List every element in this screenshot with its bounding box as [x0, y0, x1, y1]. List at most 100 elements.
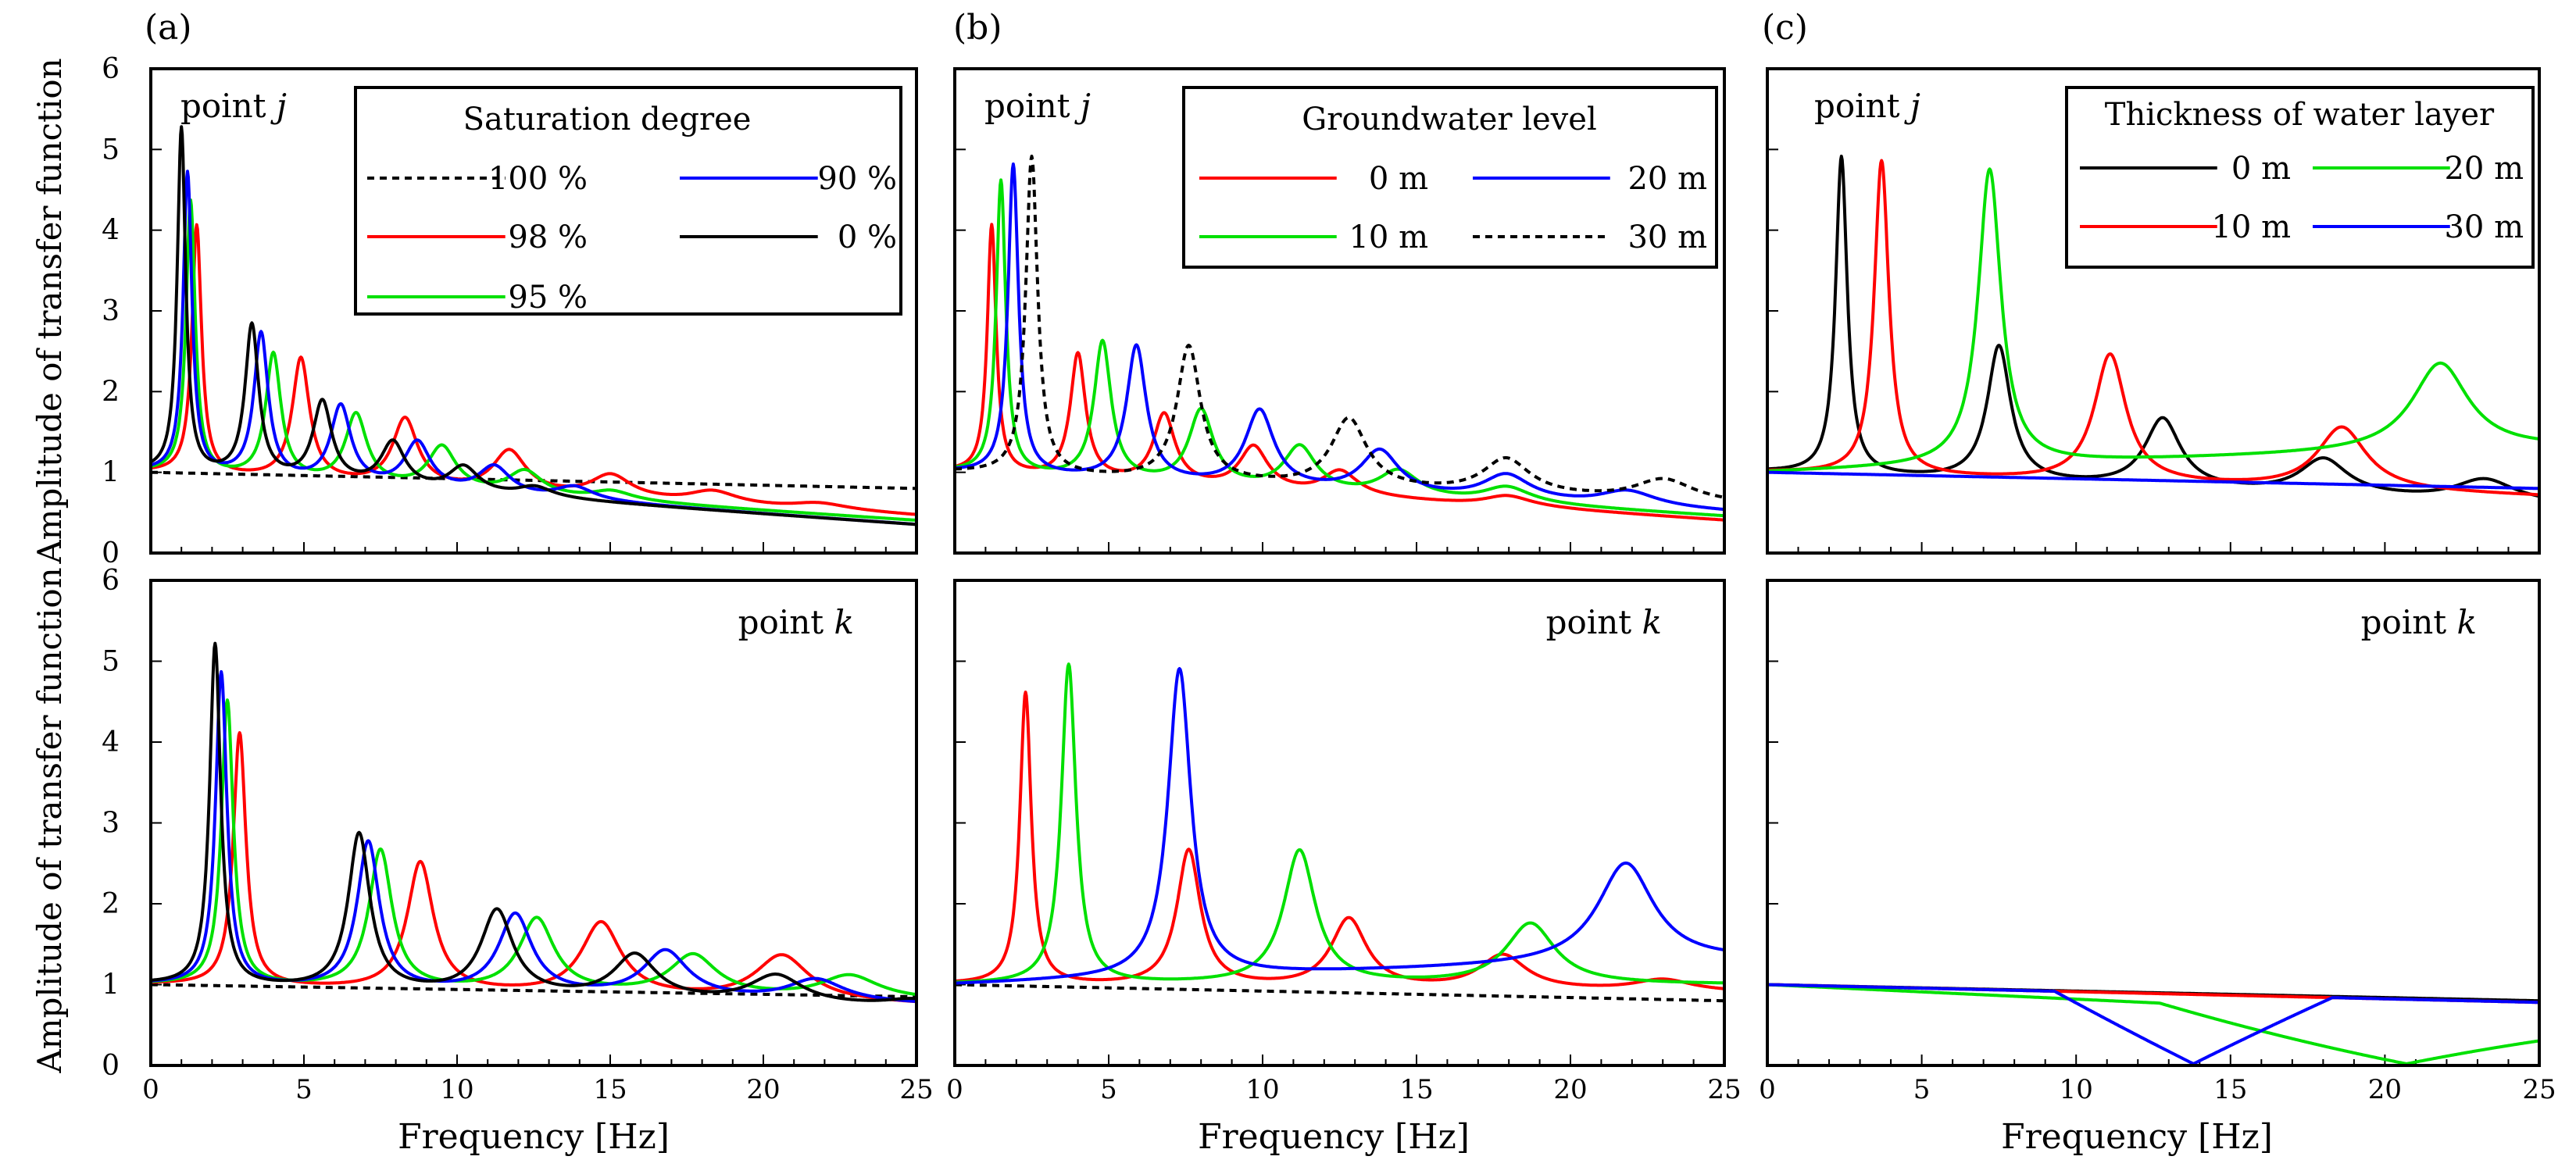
- x-tick-label: 15: [1399, 1074, 1433, 1105]
- series-line-a-j-4: [150, 125, 917, 526]
- point-label-b-k: point k: [1546, 603, 1662, 641]
- x-tick-label: 20: [1553, 1074, 1587, 1105]
- plot-frame: [1766, 67, 2541, 555]
- legend-entry-label: 90 %: [817, 161, 897, 197]
- legend-entry-label: 10 m: [1349, 219, 1428, 255]
- point-label-b-j: point j: [984, 87, 1091, 125]
- series-line-c-j-2: [1767, 167, 2540, 473]
- y-tick-label: 1: [102, 969, 120, 1001]
- panel-label-a: (a): [145, 8, 192, 48]
- x-axis-label-b: Frequency [Hz]: [1198, 1117, 1470, 1157]
- series-line-b-j-1: [954, 178, 1725, 518]
- point-label-a-k: point k: [738, 603, 854, 641]
- point-label-c-k: point k: [2361, 603, 2477, 641]
- legend-entry-label: 10 m: [2211, 209, 2291, 245]
- series-line-c-j-1: [1767, 159, 2540, 497]
- x-tick-label: 15: [2213, 1074, 2247, 1105]
- series-line-c-j-0: [1767, 155, 2540, 498]
- series-line-c-j-3: [1767, 470, 2540, 491]
- plot-b-k: 0 5 10 15 20 25 point k: [946, 579, 1742, 1105]
- legend-a-j: Saturation degree 100 % 90 % 98 % 0 % 95 %: [354, 86, 902, 316]
- series-line-a-k-1: [150, 731, 917, 1004]
- legend-b-j: Groundwater level 0 m 20 m 10 m 30 m: [1182, 86, 1718, 269]
- x-axis-label-a: Frequency [Hz]: [398, 1117, 670, 1157]
- series-line-a-j-0: [150, 470, 917, 491]
- panel-label-c: (c): [1762, 8, 1808, 48]
- y-tick-label: 5: [102, 646, 120, 678]
- series-line-b-j-2: [954, 162, 1725, 512]
- legend-title: Groundwater level: [1302, 102, 1596, 137]
- legend-c-j: Thickness of water layer 0 m 20 m 10 m 30 m: [2065, 86, 2535, 269]
- legend-box: [354, 86, 902, 316]
- plot-frame: [1766, 579, 2541, 1067]
- legend-entry-label: 30 m: [1627, 219, 1707, 255]
- series-line-b-k-1: [954, 691, 1725, 990]
- plot-a-k: 0 5 10 15 20 25 0 1 2 3 4 5 6 point k: [102, 565, 934, 1105]
- y-tick-label: 3: [102, 808, 120, 840]
- series-line-a-j-2: [150, 198, 917, 522]
- y-tick-label: 4: [102, 726, 120, 758]
- series-line-b-j-0: [954, 223, 1725, 522]
- series-line-c-k-2: [1767, 983, 2540, 1065]
- series-line-b-k-2: [954, 662, 1725, 985]
- plot-frame: [953, 67, 1726, 555]
- y-tick-label: 2: [102, 888, 120, 920]
- series-line-b-k-3: [954, 667, 1725, 985]
- series-line-a-k-4: [150, 641, 917, 1002]
- series-line-a-k-0: [150, 983, 917, 998]
- x-tick-label: 0: [1759, 1074, 1776, 1105]
- x-tick-label: 5: [1913, 1074, 1931, 1105]
- legend-title: Saturation degree: [463, 102, 752, 137]
- y-tick-label: 0: [102, 537, 120, 569]
- x-tick-label: 25: [899, 1074, 933, 1105]
- plot-frame: [149, 67, 918, 555]
- legend-entry-label: 20 m: [2444, 151, 2524, 187]
- legend-entry-label: 30 m: [2444, 209, 2524, 245]
- legend-entry-label: 98 %: [508, 219, 588, 255]
- x-tick-label: 5: [295, 1074, 313, 1105]
- x-tick-label: 10: [2060, 1074, 2093, 1105]
- x-tick-label: 10: [440, 1074, 473, 1105]
- y-tick-label: 3: [102, 295, 120, 327]
- plot-frame: [149, 579, 918, 1067]
- legend-entry-label: 0 m: [1369, 161, 1428, 197]
- point-label-a-j: point j: [180, 87, 287, 125]
- y-tick-label: 4: [102, 215, 120, 247]
- series-line-b-k-0: [954, 983, 1725, 1003]
- x-tick-label: 25: [2522, 1074, 2556, 1105]
- legend-entry-label: 0 %: [838, 219, 897, 255]
- x-tick-label: 0: [946, 1074, 963, 1105]
- legend-box: [2065, 86, 2535, 269]
- plot-b-j: point j Groundwater level 0 m 20 m 10 m 30 m: [953, 67, 1726, 555]
- plot-frame: [953, 579, 1726, 1067]
- legend-entry-label: 95 %: [508, 280, 588, 316]
- x-tick-label: 15: [593, 1074, 627, 1105]
- y-tick-label: 6: [102, 565, 120, 597]
- x-axis-label-c: Frequency [Hz]: [2001, 1117, 2273, 1157]
- series-line-b-j-3: [954, 155, 1725, 499]
- series-line-c-k-3: [1767, 983, 2540, 1065]
- x-tick-label: 20: [2368, 1074, 2402, 1105]
- plot-c-k: 0 5 10 15 20 25 point k: [1759, 579, 2556, 1105]
- y-tick-label: 6: [102, 53, 120, 85]
- point-label-c-j: point j: [1814, 87, 1920, 125]
- legend-entry-label: 100 %: [488, 161, 588, 197]
- x-tick-label: 10: [1245, 1074, 1279, 1105]
- y-tick-label: 1: [102, 457, 120, 489]
- x-tick-label: 0: [142, 1074, 159, 1105]
- y-tick-label: 2: [102, 376, 120, 408]
- x-tick-label: 20: [746, 1074, 780, 1105]
- panel-label-b: (b): [953, 8, 1002, 48]
- y-axis-label-top: Amplitude of transfer function: [30, 58, 69, 564]
- plot-c-j: point j Thickness of water layer 0 m 20 m 10…: [1766, 67, 2541, 555]
- legend-entry-label: 0 m: [2231, 151, 2291, 187]
- y-axis-label-bottom: Amplitude of transfer function: [30, 567, 69, 1073]
- legend-entry-label: 20 m: [1627, 161, 1707, 197]
- y-tick-label: 0: [102, 1050, 120, 1082]
- legend-title: Thickness of water layer: [2105, 97, 2495, 133]
- x-tick-label: 5: [1100, 1074, 1117, 1105]
- y-tick-label: 5: [102, 134, 120, 166]
- x-tick-label: 25: [1707, 1074, 1741, 1105]
